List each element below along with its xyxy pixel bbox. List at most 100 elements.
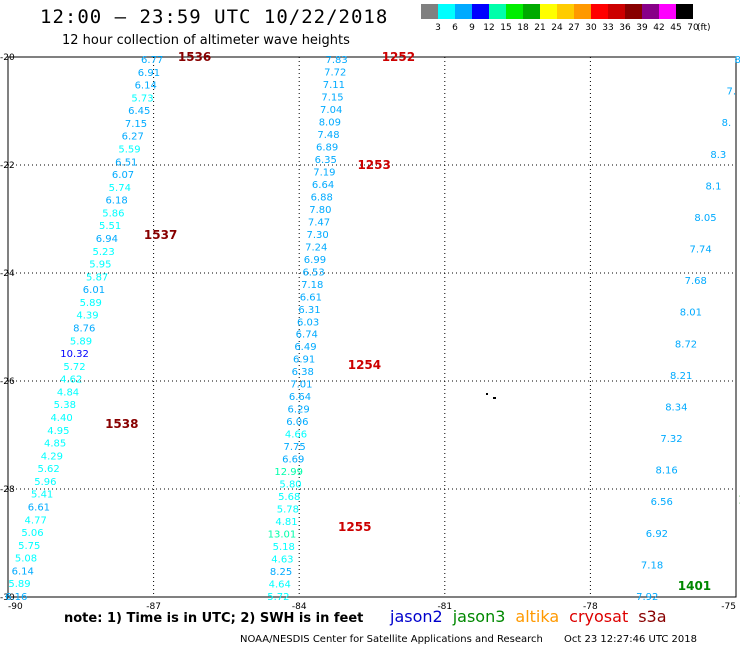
pass-number-label: 1536	[178, 50, 211, 64]
swh-value: 7.74	[689, 245, 711, 256]
colorbar-swatch	[574, 4, 591, 19]
colorbar-level-label: 9	[469, 23, 475, 33]
colorbar-swatch	[489, 4, 506, 19]
swh-value: 5.23	[93, 247, 115, 258]
colorbar-level-label: 30	[585, 23, 597, 33]
swh-value: 12.99	[274, 467, 303, 478]
swh-value: 5.86	[102, 208, 124, 219]
colorbar-unit: (ft)	[697, 23, 711, 33]
colorbar-level-label: 24	[551, 23, 563, 33]
colorbar-level-label: 42	[653, 23, 665, 33]
colorbar-level-label: 33	[602, 23, 614, 33]
swh-value: 8.16	[655, 466, 677, 477]
lat-tick-label: -20	[0, 53, 15, 63]
swh-value: 4.64	[269, 580, 291, 591]
swh-value: 5.96	[34, 477, 56, 488]
swh-value: 8.05	[694, 213, 716, 224]
swh-value: 7.68	[685, 276, 707, 287]
swh-value: 7.32	[660, 434, 682, 445]
page-title: 12:00 – 23:59 UTC 10/22/2018	[40, 6, 389, 28]
swh-value: 6.14	[12, 566, 34, 577]
swh-value: 6.89	[316, 142, 338, 153]
swh-value: 6.99	[304, 255, 326, 266]
footer-credit: NOAA/NESDIS Center for Satellite Applica…	[240, 634, 543, 645]
swh-value: 6.49	[294, 342, 316, 353]
swh-value: 5.62	[38, 464, 60, 475]
colorbar-level-label: 27	[568, 23, 580, 33]
swh-value: 7.48	[317, 130, 339, 141]
swh-value: 5.59	[118, 145, 140, 156]
footer-timestamp: Oct 23 12:27:46 UTC 2018	[564, 634, 697, 645]
swh-value: 4.39	[76, 311, 98, 322]
swh-value: 4.63	[271, 555, 293, 566]
swh-value: 7.83	[325, 55, 347, 66]
legend-entry-s3a: s3a	[638, 607, 667, 626]
colorbar-swatch	[591, 4, 608, 19]
swh-value: 6.61	[300, 292, 322, 303]
swh-value: 6.45	[128, 106, 150, 117]
map-frame	[7, 56, 737, 598]
lon-tick-label: -90	[8, 602, 23, 612]
legend-entry-jason2: jason2	[390, 607, 443, 626]
colorbar-level-label: 12	[483, 23, 495, 33]
swh-value: 5.18	[273, 542, 295, 553]
colorbar-level-label: 39	[636, 23, 648, 33]
satellite-legend: jason2 jason3 altika cryosat s3a	[390, 607, 677, 626]
swh-value: 5.87	[86, 272, 108, 283]
swh-value: 6.94	[96, 234, 118, 245]
swh-value: 10.32	[60, 349, 89, 360]
pass-number-label: 1538	[105, 417, 138, 431]
pass-number-label: 1401	[678, 579, 711, 593]
colorbar-swatch	[608, 4, 625, 19]
colorbar-swatch	[523, 4, 540, 19]
swh-value: 7.15	[321, 92, 343, 103]
swh-value: 7.18	[301, 280, 323, 291]
colorbar-swatch	[438, 4, 455, 19]
swh-value: 5.08	[15, 554, 37, 565]
colorbar-level-label: 3	[435, 23, 441, 33]
swh-value: 5.89	[80, 298, 102, 309]
swh-value: 8.3	[710, 150, 726, 161]
colorbar-swatch	[659, 4, 676, 19]
swh-value: 4.95	[47, 426, 69, 437]
colorbar-level-label: 21	[534, 23, 546, 33]
swh-value: 6.64	[312, 180, 334, 191]
swh-value: 6.07	[112, 170, 134, 181]
pass-number-label: 1255	[338, 520, 371, 534]
swh-value: 6.69	[282, 455, 304, 466]
swh-value: 8.	[722, 118, 732, 129]
lon-tick-label: -87	[146, 602, 161, 612]
colorbar-swatch	[540, 4, 557, 19]
pass-number-label: 1252	[382, 50, 415, 64]
colorbar-swatch	[455, 4, 472, 19]
swh-value: 8	[734, 55, 740, 66]
swh-value: 5.51	[99, 221, 121, 232]
swh-value: 6.56	[651, 497, 673, 508]
swh-value: 5.72	[63, 362, 85, 373]
swh-value: 6.16	[5, 592, 27, 603]
swh-value: 4.85	[44, 439, 66, 450]
swh-value: 7.15	[125, 119, 147, 130]
swh-value: 13.01	[268, 530, 297, 541]
colorbar-swatch	[506, 4, 523, 19]
swh-value: 7.11	[323, 80, 345, 91]
swh-value: 7.72	[324, 67, 346, 78]
page-subtitle: 12 hour collection of altimeter wave hei…	[62, 33, 350, 48]
swh-value: 7.18	[641, 560, 663, 571]
swh-value: 8.72	[675, 339, 697, 350]
lat-tick-label: -28	[0, 485, 15, 495]
swh-value: 8.09	[319, 117, 341, 128]
swh-value: 5.78	[277, 505, 299, 516]
pass-number-label: 1	[738, 493, 740, 507]
swh-value: 6.38	[292, 367, 314, 378]
swh-value: 6.06	[286, 417, 308, 428]
swh-value: 5.89	[8, 579, 30, 590]
lon-tick-label: -78	[583, 602, 598, 612]
swh-value: 6.18	[105, 196, 127, 207]
swh-value: 8.01	[680, 308, 702, 319]
colorbar-level-label: 15	[500, 23, 512, 33]
swh-value: 4.84	[57, 387, 79, 398]
swh-value: 6.92	[646, 529, 668, 540]
swh-value: 5.75	[18, 541, 40, 552]
lon-tick-label: -75	[721, 602, 736, 612]
